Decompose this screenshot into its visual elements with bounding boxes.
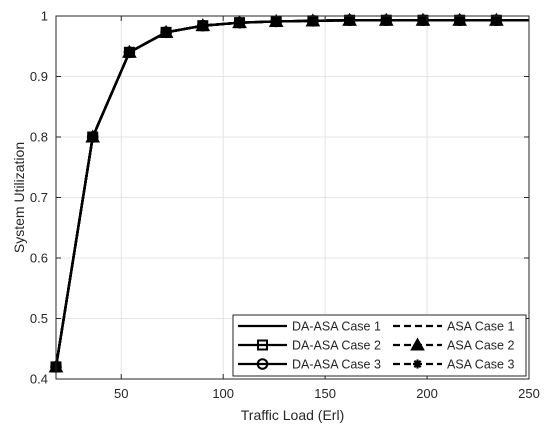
asterisk-stroke xyxy=(88,133,97,141)
legend-label: DA-ASA Case 1 xyxy=(292,320,381,334)
point-circle-marker xyxy=(160,26,172,39)
axis-ticks: 50 100 150 200 250 0.4 0.5 0.6 0.7 0.8 0.9 1 xyxy=(30,9,540,402)
series-line xyxy=(54,19,529,368)
point-circle-marker xyxy=(270,15,282,28)
plot-series xyxy=(48,12,529,373)
legend-item: DA-ASA Case 1 xyxy=(238,320,381,334)
point-asterisk-marker xyxy=(455,15,465,25)
point-asterisk-marker xyxy=(271,16,281,26)
asterisk-stroke xyxy=(235,18,244,27)
x-tick-label: 150 xyxy=(314,386,336,401)
point-asterisk-marker xyxy=(308,16,318,26)
x-tick-label: 50 xyxy=(114,386,128,401)
asterisk-stroke xyxy=(382,16,391,25)
point-asterisk-marker xyxy=(198,21,208,31)
asterisk-stroke xyxy=(455,16,464,25)
point-asterisk-marker xyxy=(88,132,98,142)
legend-label: DA-ASA Case 3 xyxy=(292,358,381,372)
legend-label: ASA Case 3 xyxy=(447,358,514,372)
legend-item: ASA Case 1 xyxy=(393,320,514,334)
asterisk-stroke xyxy=(272,17,281,26)
asterisk-stroke xyxy=(198,21,207,30)
y-tick-label: 0.8 xyxy=(30,130,48,145)
legend-label: ASA Case 1 xyxy=(447,320,514,334)
y-axis-label: System Utilization xyxy=(11,142,27,253)
x-axis-label: Traffic Load (Erl) xyxy=(241,407,344,423)
x-tick-label: 200 xyxy=(416,386,438,401)
point-circle-marker xyxy=(86,131,99,143)
y-tick-label: 0.4 xyxy=(30,372,48,387)
y-tick-label: 1 xyxy=(41,9,48,24)
point-asterisk-marker xyxy=(413,359,422,369)
asterisk-stroke xyxy=(413,360,422,368)
point-asterisk-marker xyxy=(491,15,501,25)
x-tick-label: 250 xyxy=(518,386,540,401)
legend-item: DA-ASA Case 2 xyxy=(238,339,381,353)
y-tick-label: 0.6 xyxy=(30,251,48,266)
legend-item: ASA Case 3 xyxy=(393,358,514,372)
legend-item: ASA Case 2 xyxy=(393,337,514,353)
point-asterisk-marker xyxy=(161,27,171,37)
x-tick-label: 100 xyxy=(212,386,234,401)
asterisk-stroke xyxy=(345,16,354,25)
asterisk-stroke xyxy=(162,28,171,37)
y-tick-label: 0.9 xyxy=(30,69,48,84)
point-asterisk-marker xyxy=(234,18,244,28)
point-asterisk-marker xyxy=(124,47,134,57)
point-triangle-marker xyxy=(410,337,425,351)
y-tick-label: 0.7 xyxy=(30,190,48,205)
legend-item: DA-ASA Case 3 xyxy=(238,358,381,372)
legend-label: DA-ASA Case 2 xyxy=(292,339,381,353)
point-circle-marker xyxy=(123,46,136,59)
asterisk-stroke xyxy=(419,16,427,25)
point-asterisk-marker xyxy=(418,15,428,25)
point-circle-marker xyxy=(256,358,269,370)
asterisk-stroke xyxy=(125,48,134,57)
point-asterisk-marker xyxy=(381,15,391,25)
legend-label: ASA Case 2 xyxy=(447,339,514,353)
series-asa-case-3 xyxy=(51,15,529,372)
asterisk-stroke xyxy=(492,16,501,25)
asterisk-stroke xyxy=(308,16,317,25)
point-asterisk-marker xyxy=(345,15,355,25)
legend: DA-ASA Case 1 ASA Case 1 DA-ASA Case 2 ASA … xyxy=(232,314,527,377)
point-square-marker xyxy=(257,339,268,351)
y-tick-label: 0.5 xyxy=(30,311,48,326)
